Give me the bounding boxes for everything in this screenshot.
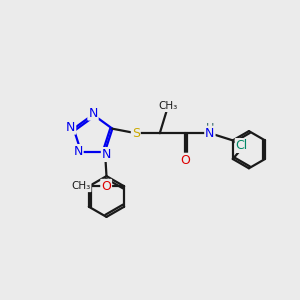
Text: O: O bbox=[101, 180, 111, 193]
Text: S: S bbox=[132, 127, 140, 140]
Text: H: H bbox=[206, 123, 214, 133]
Text: CH₃: CH₃ bbox=[71, 181, 91, 191]
Text: Cl: Cl bbox=[236, 139, 248, 152]
Text: N: N bbox=[88, 106, 98, 120]
Text: N: N bbox=[73, 145, 83, 158]
Text: N: N bbox=[205, 127, 214, 140]
Text: N: N bbox=[102, 148, 111, 161]
Text: O: O bbox=[180, 154, 190, 167]
Text: N: N bbox=[66, 121, 75, 134]
Text: CH₃: CH₃ bbox=[158, 101, 178, 111]
